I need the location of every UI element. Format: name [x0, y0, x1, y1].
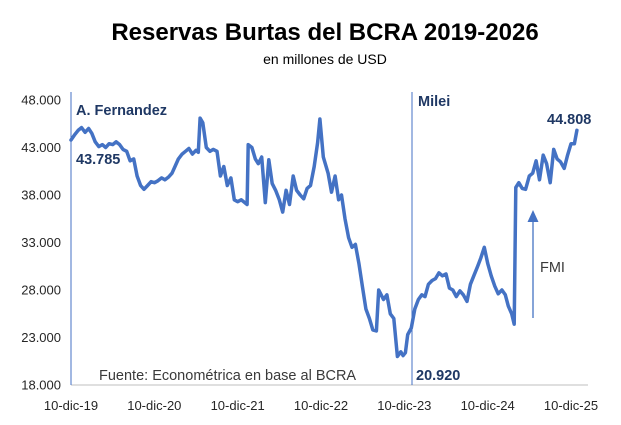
x-tick-label: 10-dic-24 [461, 398, 515, 413]
milei-label: Milei [418, 94, 450, 110]
y-tick-label: 18.000 [21, 378, 61, 393]
reserves-line [69, 116, 579, 359]
y-tick-label: 23.000 [21, 330, 61, 345]
y-tick-label: 48.000 [21, 93, 61, 108]
x-tick-label: 10-dic-22 [294, 398, 348, 413]
y-tick-label: 43.000 [21, 140, 61, 155]
fernandez-label: A. Fernandez [76, 103, 167, 119]
y-tick-label: 28.000 [21, 283, 61, 298]
x-tick-label: 10-dic-20 [127, 398, 181, 413]
y-tick-label: 38.000 [21, 188, 61, 203]
x-axis-ticks: 10-dic-19 10-dic-20 10-dic-21 10-dic-22 10-d… [44, 398, 598, 413]
fmi-arrow [527, 210, 539, 318]
y-tick-label: 33.000 [21, 235, 61, 250]
x-tick-label: 10-dic-21 [211, 398, 265, 413]
x-tick-label: 10-dic-23 [377, 398, 431, 413]
chart-title: Reservas Burtas del BCRA 2019-2026 [111, 19, 538, 46]
start-value-label: 43.785 [76, 152, 120, 168]
x-tick-label: 10-dic-25 [544, 398, 598, 413]
y-axis-ticks: 18.000 23.000 28.000 33.000 38.000 43.000 48.0… [21, 93, 61, 393]
x-tick-label: 10-dic-19 [44, 398, 98, 413]
source-note: Fuente: Econométrica en base al BCRA [99, 368, 356, 384]
min-value-label: 20.920 [416, 368, 460, 384]
fmi-label: FMI [540, 260, 565, 276]
end-value-label: 44.808 [547, 112, 591, 128]
chart-subtitle: en millones de USD [263, 51, 387, 67]
